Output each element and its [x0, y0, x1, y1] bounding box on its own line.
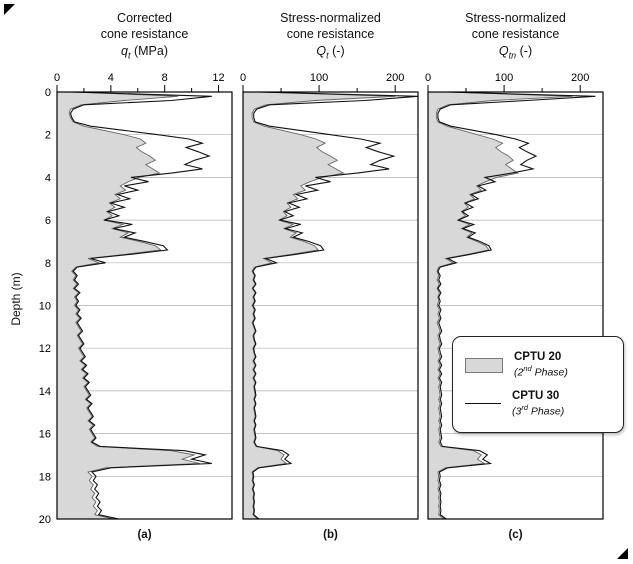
legend-label: CPTU 20 — [514, 350, 562, 363]
y-tick-label: 10 — [39, 301, 51, 313]
x-tick-label: 4 — [108, 72, 114, 84]
crop-mark-top-left — [4, 4, 15, 15]
title-line: cone resistance — [286, 27, 375, 42]
axis-symbol-qt: qt (MPa) — [121, 43, 168, 61]
title-line: Corrected — [117, 11, 172, 25]
axis-symbol-Qt: Qt (-) — [316, 43, 345, 61]
panel-b-title: Stress-normalized cone resistance Qt (-) — [243, 10, 418, 62]
panel-b-cptu20-area — [243, 92, 396, 519]
x-tick-label: 100 — [495, 72, 513, 84]
panel-a-label: (a) — [137, 529, 152, 541]
y-tick-label: 6 — [45, 215, 51, 227]
x-tick-label: 100 — [310, 72, 328, 84]
panel-c-frame — [427, 91, 604, 520]
panel-c-title: Stress-normalized cone resistance Qtn (-… — [428, 10, 603, 62]
y-tick-label: 4 — [45, 172, 51, 184]
panel-a-cptu20-area — [57, 92, 200, 519]
panel-a-title: Corrected cone resistance qt (MPa) — [57, 10, 232, 62]
x-tick-label: 8 — [162, 72, 168, 84]
panel-a-cptu30-line — [69, 91, 212, 520]
crop-mark-bottom-right — [617, 548, 628, 559]
panel-b-label: (b) — [323, 529, 338, 541]
legend-label: CPTU 30 — [512, 389, 560, 402]
title-line: Stress-normalized — [465, 11, 566, 25]
panel-b: 0 100 200 — [240, 72, 419, 520]
panel-c: 0 100 200 — [425, 72, 604, 520]
title-line: cone resistance — [471, 27, 560, 42]
panel-c-cptu30-line — [437, 91, 596, 520]
title-line: Stress-normalized — [280, 11, 381, 25]
y-axis-title: Depth (m) — [9, 272, 23, 326]
title-line: cone resistance — [100, 27, 189, 42]
y-tick-label: 8 — [45, 258, 51, 270]
x-tick-label: 200 — [571, 72, 589, 84]
legend-text: CPTU 20 (2nd Phase) — [514, 351, 568, 380]
panel-b-frame — [242, 91, 419, 520]
y-tick-label: 2 — [45, 130, 51, 142]
x-tick-label: 12 — [212, 72, 224, 84]
y-tick-label: 20 — [39, 514, 51, 526]
legend: CPTU 20 (2nd Phase) CPTU 30 (3rd Phase) — [452, 336, 624, 433]
black-line-swatch — [465, 403, 501, 405]
panel-a-frame — [56, 91, 233, 520]
legend-text: CPTU 30 (3rd Phase) — [512, 390, 564, 419]
panel-b-cptu30-line — [252, 91, 419, 520]
y-tick-label: 12 — [39, 343, 51, 355]
x-tick-label: 200 — [386, 72, 404, 84]
panel-a: 0 4 8 12 0 2 4 6 8 10 12 14 16 18 20 — [39, 72, 233, 526]
x-tick-label: 0 — [240, 72, 246, 84]
axis-symbol-Qtn: Qtn (-) — [498, 43, 533, 61]
x-tick-label: 0 — [425, 72, 431, 84]
panel-c-label: (c) — [508, 529, 523, 541]
legend-item-cptu20: CPTU 20 (2nd Phase) — [465, 351, 611, 380]
y-tick-label: 14 — [39, 386, 51, 398]
y-tick-label: 18 — [39, 471, 51, 483]
panel-c-cptu20-area — [428, 92, 573, 519]
y-tick-label: 16 — [39, 429, 51, 441]
legend-phase: (2nd Phase) — [514, 364, 568, 379]
gray-area-swatch — [465, 357, 503, 373]
x-tick-label: 0 — [54, 72, 60, 84]
legend-phase: (3rd Phase) — [512, 403, 565, 418]
y-tick-label: 0 — [45, 87, 51, 99]
legend-item-cptu30: CPTU 30 (3rd Phase) — [465, 390, 611, 419]
